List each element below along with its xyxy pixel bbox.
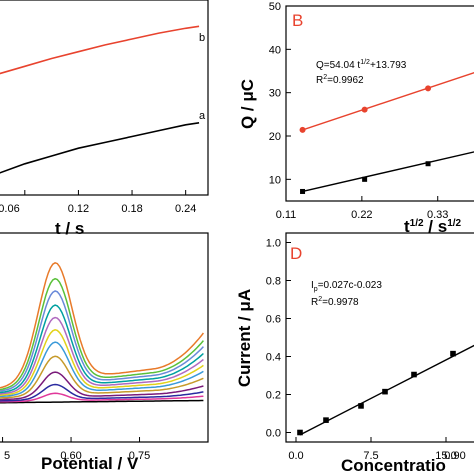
panel-a-x-tick-label: 0.24 [175,203,196,215]
panel-b-x-tick-label: 0.11 [276,209,297,221]
panel-b-fit-black [302,151,474,193]
panel-c-x-tick-label: 0.60 [60,450,81,462]
panel-a-x-tick-label: 0.12 [68,203,89,215]
panel-d-y-tick-label: 1.0 [266,238,281,250]
panel-d-y-tick-label: 0.8 [266,276,281,288]
panel-d-x-tick-label: 7.5 [363,450,378,462]
panel-d-point [297,429,303,436]
panel-c-curve [0,277,204,391]
panel-b-y-tick-label: 50 [269,1,281,13]
panel-b-point-red [425,85,432,92]
panel-c-curve [0,316,204,395]
panel-b-fit-red [302,71,474,131]
panel-b-point-black [425,161,431,167]
panel-c-curve [0,371,204,401]
panel-d-x-tick-label: 15.0 [435,450,456,462]
panel-c-curve [0,329,204,396]
panel-d-letter: D [290,244,302,263]
panel-c-x-tick-label: 5 [4,450,10,462]
panel-c-curve [0,383,204,402]
panel-b-x-tick-label: 0.22 [351,209,372,221]
panel-b-point-red [361,106,368,113]
panel-b-point-black [362,176,368,182]
panel-c-curve [0,392,204,403]
panel-d: 0.0 0.2 0.4 0.6 0.8 1.0 0.0 7.5 15.0 D Ip=0.027c… [235,232,474,474]
panel-c-curve [0,261,204,389]
panel-d-y-tick-label: 0.6 [266,314,281,326]
panel-a-series-a [0,122,200,174]
panel-a-series-b [0,25,200,75]
panel-d-point [411,371,417,378]
panel-c-x-tick-label: 0.75 [129,450,150,462]
panel-b-r2: R2=0.9962 [316,74,364,86]
panel-b-equation: Q=54.04 t1/2+13.793 [316,59,407,71]
panel-a: 0.06 0.12 0.18 0.24 b a t / s [0,0,209,238]
panel-a-frame [0,0,209,196]
panel-b-point-red [299,126,306,133]
panel-b-x-axis-label: t1/2 / s1/2 [404,217,462,236]
panel-d-point [450,350,456,357]
curve-a-label: a [199,110,206,122]
panel-a-x-tick-label: 0.18 [121,203,142,215]
panel-d-r2: R2=0.9978 [311,296,359,308]
panel-c-curve [0,341,204,398]
panel-d-x-axis-label: Concentratio [341,456,446,474]
panel-b-letter: B [292,11,303,30]
panel-b-frame [285,5,474,202]
panel-c-curve [0,304,204,394]
panel-d-point [358,403,364,409]
panel-d-point [382,388,388,395]
panel-d-equation: Ip=0.027c-0.023 [311,280,382,293]
panel-d-y-tick-label: 0.4 [266,352,281,364]
panel-b-y-axis-label: Q / μC [238,79,257,129]
panel-b-y-tick-label: 10 [269,174,281,186]
panel-b-x-tick-label: 0.33 [427,209,448,221]
panel-d-y-tick-label: 0.0 [266,428,281,440]
panel-c-curve [0,355,204,399]
panel-c: 5 0.60 0.75 0.90 Potential / V [0,232,466,473]
panel-d-y-tick-label: 0.2 [266,390,281,402]
panel-b: 10 20 30 40 50 0.11 0.22 0.33 B Q=54.04 t1/2+13… [238,1,474,236]
panel-a-x-axis-label: t / s [55,219,84,238]
panel-d-y-axis-label: Current / μA [235,289,254,387]
panel-a-x-tick-label: 0.06 [0,203,20,215]
panel-c-curve [0,399,204,404]
curve-b-label: b [199,32,205,44]
panel-b-y-tick-label: 30 [269,88,281,100]
panel-b-y-tick-label: 40 [269,44,281,56]
panel-d-frame [285,232,474,443]
panel-c-frame [0,232,209,443]
panel-c-x-tick-label: 0.90 [444,450,465,462]
panel-c-x-axis-label: Potential / V [41,454,139,473]
panel-b-point-black [300,188,306,194]
panel-d-x-tick-label: 0.0 [288,450,303,462]
panel-c-curve [0,290,204,392]
panel-d-point [323,417,329,423]
panel-b-y-tick-label: 20 [269,131,281,143]
